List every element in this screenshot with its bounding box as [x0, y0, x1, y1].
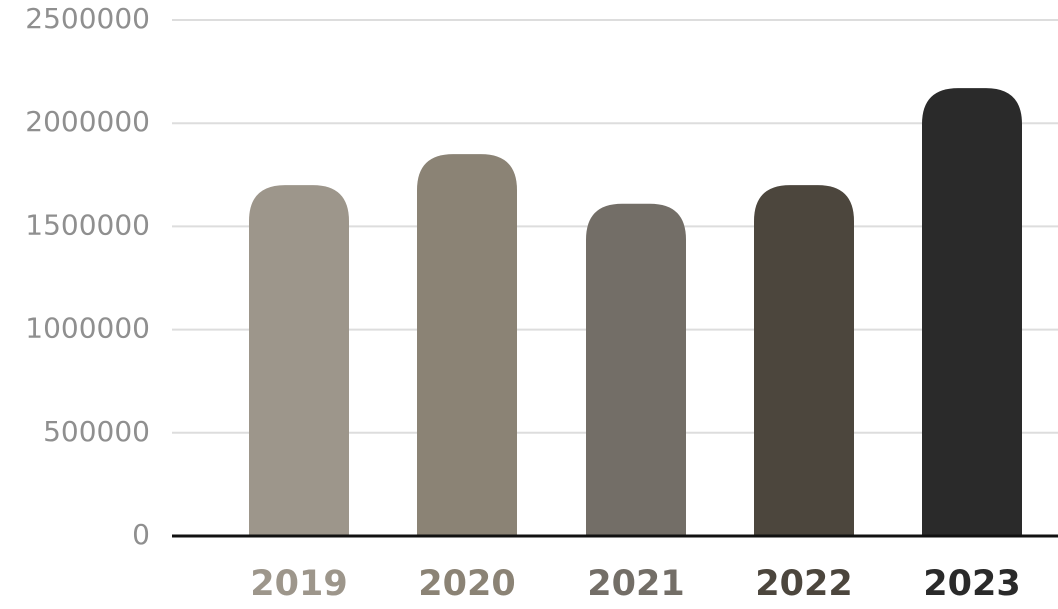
x-tick-label: 2023 [923, 564, 1020, 604]
x-axis-tick-labels: 2019 2020 2021 2022 2023 [250, 564, 1020, 604]
bar-2021 [586, 203, 686, 537]
y-tick-label: 2500000 [25, 2, 150, 35]
bars [249, 88, 1022, 537]
bar-2023 [922, 88, 1022, 536]
y-tick-label: 0 [132, 518, 150, 551]
y-tick-label: 2000000 [25, 105, 150, 138]
y-tick-label: 1000000 [25, 312, 150, 345]
x-tick-label: 2021 [587, 564, 684, 604]
bar-2020 [417, 154, 517, 536]
bar-2019 [249, 185, 349, 536]
y-axis-tick-labels: 0 500000 1000000 1500000 2000000 2500000 [25, 2, 150, 551]
x-tick-label: 2020 [418, 564, 515, 604]
y-tick-label: 500000 [43, 415, 150, 448]
bar-2022 [754, 185, 854, 536]
x-tick-label: 2019 [250, 564, 347, 604]
x-tick-label: 2022 [755, 564, 852, 604]
y-tick-label: 1500000 [25, 208, 150, 241]
